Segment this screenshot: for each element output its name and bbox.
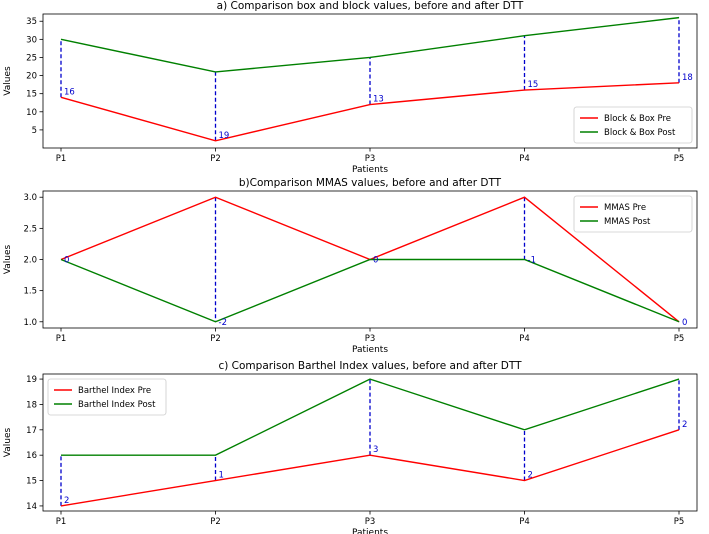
difference-label: 15 <box>528 80 539 90</box>
y-tick-label: 1.5 <box>23 287 37 297</box>
series-line-post <box>60 258 680 323</box>
x-tick-label: P1 <box>56 334 67 344</box>
y-tick-label: 2.0 <box>23 256 37 266</box>
x-tick-label: P2 <box>210 517 221 527</box>
difference-label: 13 <box>373 95 384 105</box>
difference-label: 2 <box>64 496 69 506</box>
y-tick-label: 16 <box>26 451 37 461</box>
difference-label: 0 <box>373 256 378 266</box>
y-tick-label: 5 <box>32 126 37 136</box>
difference-label: -1 <box>528 256 536 266</box>
chart-panel-1: a) Comparison box and block values, befo… <box>3 0 698 175</box>
series-line-post <box>61 378 680 456</box>
legend: MMAS Pre MMAS Post <box>573 195 693 233</box>
difference-label: 19 <box>219 131 230 141</box>
x-tick-label: P5 <box>674 517 685 527</box>
x-tick-label: P2 <box>210 154 221 164</box>
x-axis-label: Patients <box>352 345 388 355</box>
legend-entry: Block & Box Pre <box>604 114 671 124</box>
difference-label: 3 <box>373 445 378 455</box>
x-tick-label: P2 <box>210 334 221 344</box>
difference-label: 1 <box>219 471 224 481</box>
y-tick-label: 30 <box>26 35 37 45</box>
y-axis-label: Values <box>3 244 13 274</box>
x-tick-label: P5 <box>674 154 685 164</box>
legend-entry: Block & Box Post <box>604 128 676 138</box>
series-line-pre <box>60 82 680 142</box>
x-axis-label: Patients <box>352 165 388 175</box>
chart-title: c) Comparison Barthel Index values, befo… <box>218 360 522 372</box>
difference-label: 16 <box>64 87 75 97</box>
y-tick-label: 15 <box>26 90 37 100</box>
x-tick-label: P3 <box>365 517 376 527</box>
x-tick-label: P3 <box>365 334 376 344</box>
difference-label: 18 <box>682 73 693 83</box>
difference-label: -2 <box>219 318 227 328</box>
series-line-pre <box>60 429 680 507</box>
x-tick-label: P5 <box>674 334 685 344</box>
difference-label: 0 <box>682 318 687 328</box>
x-tick-label: P4 <box>519 334 530 344</box>
x-axis-label: Patients <box>352 528 388 534</box>
legend-entry: MMAS Pre <box>604 203 646 213</box>
y-tick-label: 18 <box>26 400 37 410</box>
chart-panel-3: c) Comparison Barthel Index values, befo… <box>3 360 698 534</box>
difference-label: 2 <box>682 420 687 430</box>
x-tick-label: P4 <box>519 517 530 527</box>
legend-box <box>573 195 693 233</box>
legend: Block & Box Pre Block & Box Post <box>573 106 693 144</box>
difference-label: 2 <box>528 471 533 481</box>
y-tick-label: 25 <box>26 53 37 63</box>
chart-panel-2: b)Comparison MMAS values, before and aft… <box>3 177 698 355</box>
y-tick-label: 1.0 <box>23 318 37 328</box>
y-axis-label: Values <box>3 427 13 457</box>
y-tick-label: 17 <box>26 426 37 436</box>
y-tick-label: 10 <box>26 108 37 118</box>
legend-box <box>47 378 167 416</box>
y-tick-label: 2.5 <box>23 224 37 234</box>
y-tick-label: 19 <box>26 375 37 385</box>
y-tick-label: 20 <box>26 72 37 82</box>
chart-title: b)Comparison MMAS values, before and aft… <box>239 177 502 189</box>
series-line-post <box>60 16 680 73</box>
legend-box <box>573 106 693 144</box>
y-tick-label: 14 <box>26 502 37 512</box>
legend: Barthel Index Pre Barthel Index Post <box>47 378 167 416</box>
legend-entry: Barthel Index Pre <box>78 386 151 396</box>
x-tick-label: P1 <box>56 154 67 164</box>
x-tick-label: P1 <box>56 517 67 527</box>
x-tick-label: P3 <box>365 154 376 164</box>
legend-entry: MMAS Post <box>604 217 651 227</box>
y-tick-label: 15 <box>26 477 37 487</box>
legend-entry: Barthel Index Post <box>78 400 156 410</box>
y-axis-label: Values <box>3 66 13 96</box>
y-tick-label: 35 <box>26 17 37 27</box>
y-tick-label: 3.0 <box>23 193 37 203</box>
x-tick-label: P4 <box>519 154 530 164</box>
difference-label: 0 <box>64 256 69 266</box>
chart-title: a) Comparison box and block values, befo… <box>217 0 524 12</box>
